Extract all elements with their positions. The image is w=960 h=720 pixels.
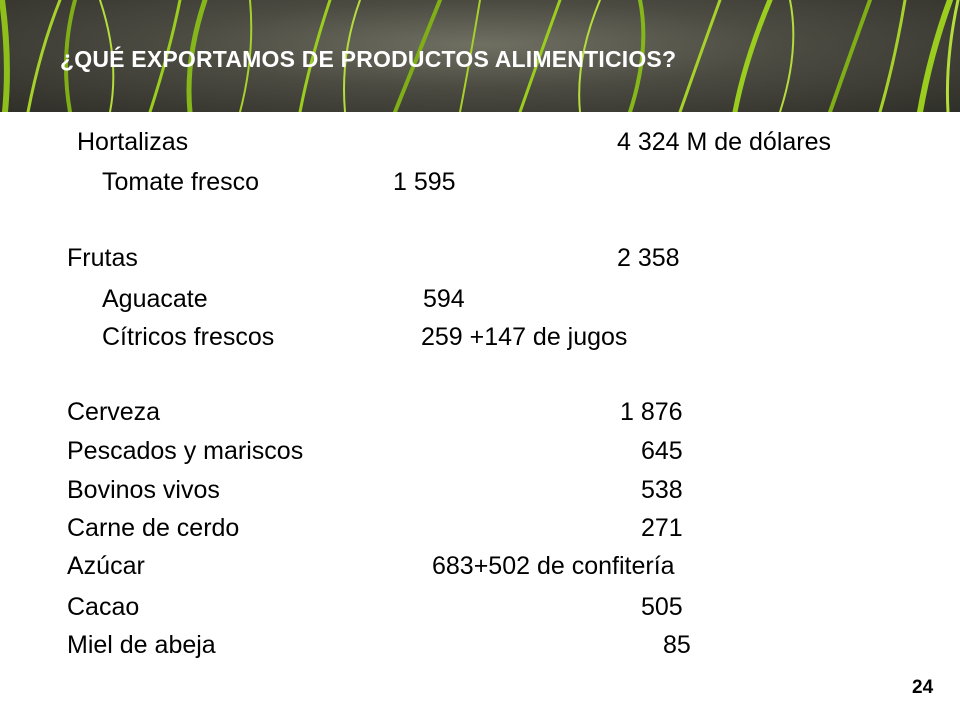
item-value-cerdo: 271: [641, 514, 683, 542]
item-label-bovinos: Bovinos vivos: [67, 476, 220, 504]
item-label-frutas: Frutas: [67, 244, 138, 272]
item-value-tomate: 1 595: [393, 168, 456, 196]
item-label-miel: Miel de abeja: [67, 631, 216, 659]
item-label-aguacate: Aguacate: [102, 285, 208, 313]
header-banner: ¿QUÉ EXPORTAMOS DE PRODUCTOS ALIMENTICIO…: [0, 0, 960, 112]
item-value-frutas: 2 358: [617, 244, 680, 272]
item-label-citricos: Cítricos frescos: [102, 323, 275, 351]
item-label-cacao: Cacao: [67, 593, 140, 621]
page-title: ¿QUÉ EXPORTAMOS DE PRODUCTOS ALIMENTICIO…: [60, 46, 677, 72]
item-label-azucar: Azúcar: [67, 552, 145, 580]
item-value-cerveza: 1 876: [620, 398, 683, 426]
item-label-tomate: Tomate fresco: [102, 168, 260, 196]
item-value-aguacate: 594: [423, 285, 465, 313]
grass-background: [0, 0, 960, 112]
item-label-pescados: Pescados y mariscos: [67, 437, 304, 465]
item-value-miel: 85: [663, 631, 691, 659]
page-number: 24: [912, 677, 934, 698]
item-value-hortalizas: 4 324 M de dólares: [617, 128, 832, 156]
item-value-citricos: 259 +147 de jugos: [421, 323, 628, 351]
item-label-cerdo: Carne de cerdo: [67, 514, 240, 542]
item-label-cerveza: Cerveza: [67, 398, 161, 426]
item-value-pescados: 645: [641, 437, 683, 465]
item-value-azucar: 683+502 de confitería: [432, 552, 675, 580]
item-value-cacao: 505: [641, 593, 683, 621]
item-label-hortalizas: Hortalizas: [77, 128, 189, 156]
item-value-bovinos: 538: [641, 476, 683, 504]
